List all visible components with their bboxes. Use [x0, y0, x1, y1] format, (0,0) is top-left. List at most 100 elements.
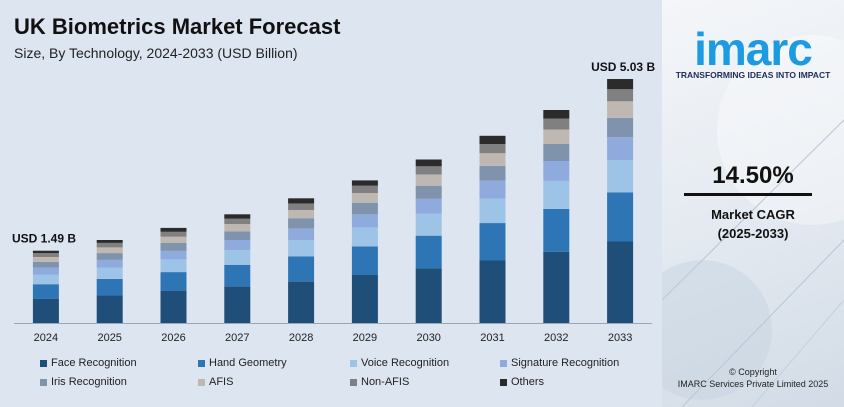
bar-segment-2028-4	[288, 218, 315, 229]
bar-segment-2033-5	[607, 101, 634, 118]
bar-segment-2029-3	[351, 214, 378, 228]
bar-segment-2031-5	[479, 153, 506, 166]
brand-panel: imarc TRANSFORMING IDEAS INTO IMPACT 14.…	[662, 0, 844, 407]
bar-segment-2031-1	[479, 223, 506, 261]
bar-segment-2026-1	[160, 272, 187, 291]
cagr-label: Market CAGR	[711, 207, 795, 222]
bar-segment-2029-7	[351, 180, 378, 186]
legend-label: Face Recognition	[51, 357, 137, 369]
bar-segment-2027-7	[224, 214, 251, 219]
bar-segment-2032-5	[543, 129, 570, 144]
legend-swatch	[500, 359, 507, 367]
x-tick-label: 2027	[225, 332, 249, 344]
bar-segment-2030-4	[415, 185, 442, 199]
bar-segment-2026-0	[160, 291, 187, 323]
copyright-notice: © Copyright IMARC Services Private Limit…	[662, 366, 844, 390]
cagr-value: 14.50%	[712, 162, 794, 189]
legend-item: Face Recognition	[40, 357, 137, 369]
bar-segment-2026-2	[160, 259, 187, 273]
bar-segment-2033-2	[607, 160, 634, 193]
bar-segment-2028-5	[288, 210, 315, 219]
bar-segment-2029-6	[351, 185, 378, 193]
bar-segment-2031-6	[479, 144, 506, 154]
legend-label: Iris Recognition	[51, 376, 127, 388]
bar-segment-2029-1	[351, 246, 378, 275]
bar-segment-2032-3	[543, 161, 570, 181]
bar-segment-2025-5	[96, 247, 123, 254]
bar-segment-2027-4	[224, 231, 251, 240]
legend-label: Voice Recognition	[361, 357, 450, 369]
legend-item: Signature Recognition	[500, 357, 619, 369]
bar-segment-2032-6	[543, 118, 570, 130]
bar-segment-2030-0	[415, 268, 442, 323]
bar-segment-2024-5	[32, 257, 59, 262]
chart-subtitle: Size, By Technology, 2024-2033 (USD Bill…	[14, 45, 298, 61]
cagr-divider	[684, 193, 812, 196]
chart-legend: Face Recognition Hand Geometry Voice Recog…	[40, 357, 660, 397]
bar-segment-2032-2	[543, 180, 570, 209]
legend-item: Iris Recognition	[40, 376, 127, 388]
stacked-bar-chart: 2024 2025 2026 2027 2028 2029 2030 2031 2032 2033…	[12, 60, 655, 344]
x-tick-label: 2030	[416, 332, 440, 344]
bar-segment-2024-4	[32, 261, 59, 268]
bar-segment-2028-0	[288, 281, 315, 323]
bar-segment-2024-0	[32, 298, 59, 323]
bar-segment-2027-2	[224, 250, 251, 265]
legend-swatch	[40, 378, 47, 386]
x-tick-label: 2024	[34, 332, 58, 344]
bar-segment-2030-5	[415, 174, 442, 186]
bar-segment-2028-7	[288, 198, 315, 204]
legend-label: Non-AFIS	[361, 376, 410, 388]
bar-segment-2025-1	[96, 278, 123, 296]
x-tick-label: 2033	[608, 332, 632, 344]
x-tick-label: 2032	[544, 332, 568, 344]
legend-swatch	[350, 359, 357, 367]
bar-segment-2031-4	[479, 165, 506, 181]
bar-segment-2033-1	[607, 192, 634, 242]
legend-item: Others	[500, 376, 544, 388]
legend-item: Voice Recognition	[350, 357, 449, 369]
bar-segment-2029-2	[351, 227, 378, 247]
bar-segment-2027-6	[224, 218, 251, 224]
bar-segment-2030-7	[415, 159, 442, 167]
bar-segment-2030-2	[415, 213, 442, 236]
bar-segment-2026-5	[160, 236, 187, 243]
bar-segment-2024-3	[32, 267, 59, 275]
legend-item: Hand Geometry	[198, 357, 287, 369]
chart-title: UK Biometrics Market Forecast	[14, 14, 341, 39]
legend-label: Others	[511, 376, 545, 388]
bar-segment-2025-4	[96, 253, 123, 260]
bar-segment-2026-4	[160, 243, 187, 251]
bar-segment-2033-6	[607, 89, 634, 102]
x-tick-label: 2031	[480, 332, 504, 344]
bar-segment-2028-6	[288, 203, 315, 210]
bar-segment-2024-2	[32, 274, 59, 285]
bar-segment-2025-0	[96, 295, 123, 323]
x-tick-label: 2025	[97, 332, 121, 344]
bar-segment-2027-0	[224, 286, 251, 323]
copyright-line-1: © Copyright	[729, 367, 777, 377]
bar-segment-2033-3	[607, 137, 634, 160]
copyright-line-2: IMARC Services Private Limited 2025	[677, 379, 829, 389]
bar-segment-2029-0	[351, 275, 378, 323]
bar-segment-2031-2	[479, 198, 506, 223]
bar-segment-2028-1	[288, 256, 315, 282]
bar-segment-2029-4	[351, 202, 378, 215]
bar-segment-2032-1	[543, 209, 570, 252]
bar-segment-2032-7	[543, 110, 570, 119]
bar-segment-2030-3	[415, 198, 442, 214]
bar-segment-2031-0	[479, 260, 506, 323]
bar-segment-2026-6	[160, 231, 187, 237]
legend-label: Signature Recognition	[511, 357, 620, 369]
bar-segment-2033-0	[607, 241, 634, 323]
background-decoration	[662, 35, 844, 407]
bar-segment-2033-7	[607, 79, 634, 90]
bar-segment-2031-7	[479, 135, 506, 144]
x-tick-label: 2029	[353, 332, 377, 344]
x-tick-label: 2026	[161, 332, 185, 344]
bar-segment-2027-5	[224, 224, 251, 232]
legend-item: Non-AFIS	[350, 376, 409, 388]
bar-segment-2031-3	[479, 180, 506, 199]
chart-panel: UK Biometrics Market Forecast Size, By T…	[0, 0, 662, 407]
bar-segment-2032-0	[543, 251, 570, 323]
